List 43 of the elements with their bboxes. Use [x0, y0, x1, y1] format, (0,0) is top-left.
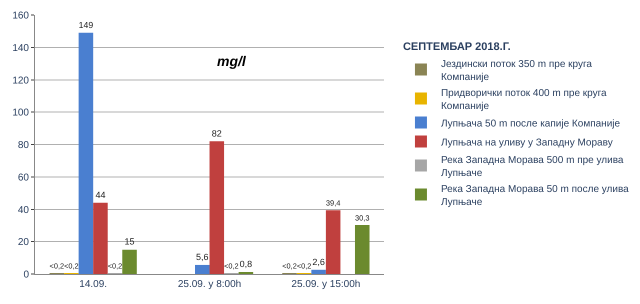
- legend-label: Лупњача на уливу у Западну Мораву: [440, 137, 613, 148]
- x-tick-label: 14.09.: [79, 279, 108, 290]
- data-label: <0,2: [50, 261, 64, 270]
- y-tick-label: 120: [12, 75, 30, 86]
- data-label: 149: [78, 20, 94, 30]
- y-tick-label: 40: [18, 204, 30, 216]
- legend-label: Река Западна Морава 500 m пре улива Лупњаче: [440, 154, 624, 179]
- y-tick-label: 100: [12, 108, 30, 119]
- annotation: mg/l: [217, 53, 247, 69]
- legend-label: Придворички поток 400 m пре круга Компаније: [440, 88, 608, 112]
- data-label: <0,2: [224, 261, 239, 270]
- legend-label: Река Западна Морава 50 m после улива Лупњаче: [440, 184, 630, 208]
- data-label: 2,6: [312, 256, 325, 267]
- bar: [78, 32, 94, 274]
- y-tick-label: 80: [18, 140, 30, 151]
- data-label: 30,3: [354, 213, 370, 222]
- bar: [122, 250, 137, 274]
- y-tick-label: 60: [18, 172, 30, 184]
- legend-title: СЕПТЕМБАР 2018.Г.: [402, 41, 511, 54]
- data-label: 0,8: [240, 259, 252, 269]
- data-label: <0,2: [296, 261, 312, 270]
- x-tick-label: 25.09. у 15:00h: [291, 279, 360, 290]
- data-label: <0,2: [282, 261, 297, 270]
- data-label: <0,2: [108, 261, 122, 270]
- bar: [326, 210, 340, 274]
- y-tick-label: 20: [18, 237, 30, 248]
- bar: [311, 270, 326, 274]
- bar: [194, 264, 210, 274]
- x-tick-label: 25.09. у 8:00h: [178, 279, 242, 290]
- legend-label: Лупњача 50 m после капије Компаније: [440, 118, 621, 130]
- data-label: 15: [124, 236, 135, 247]
- data-label: 5,6: [196, 252, 209, 262]
- bar: [354, 224, 370, 274]
- data-label: <0,2: [64, 261, 79, 270]
- data-label: 39,4: [326, 198, 340, 208]
- y-tick-label: 0: [23, 270, 30, 280]
- y-tick-label: 160: [12, 10, 30, 22]
- data-label: 82: [212, 128, 222, 138]
- legend-label: Јездински поток 350 m пре круга Компаније: [440, 58, 592, 83]
- data-label: 44: [95, 190, 106, 200]
- bar: [93, 202, 108, 274]
- y-tick-label: 140: [12, 42, 30, 54]
- bar: [210, 141, 224, 274]
